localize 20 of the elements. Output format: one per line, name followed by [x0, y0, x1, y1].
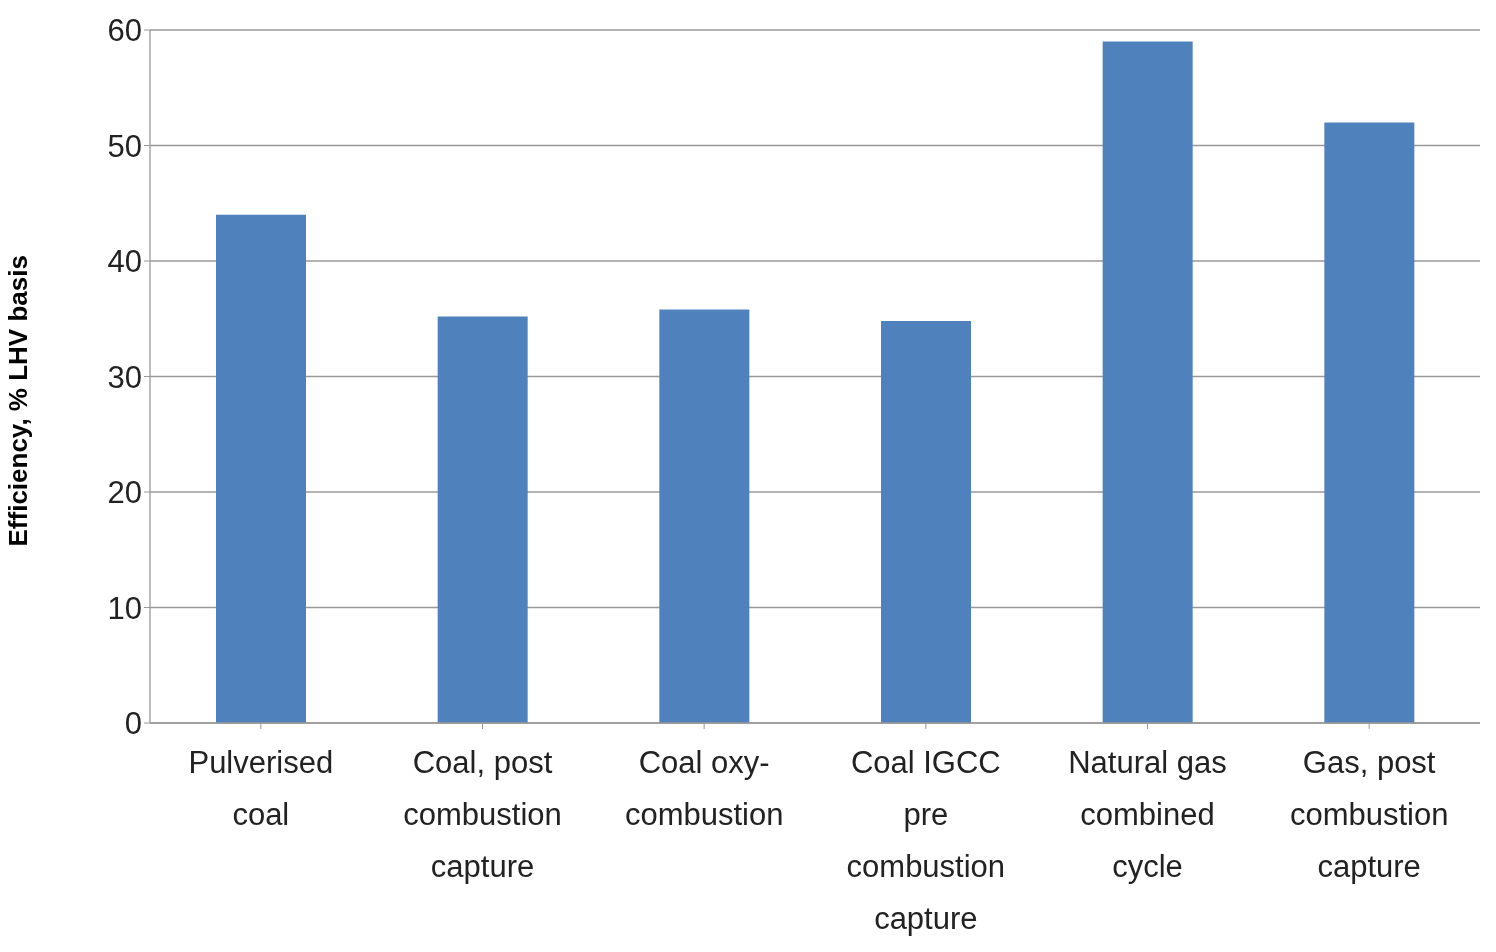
x-tick-label: Pulverised coal — [188, 744, 334, 832]
x-tick-label: Coal IGCC pre combustion capture — [846, 744, 1006, 937]
bar — [881, 321, 971, 723]
bar — [437, 316, 528, 723]
y-axis-title: Efficiency, % LHV basis — [3, 255, 34, 547]
bar — [216, 214, 306, 723]
x-tick-label: Natural gas combined cycle — [1068, 744, 1227, 885]
x-tick-label: Coal oxy-combustion — [624, 744, 784, 832]
y-tick-label: 50 — [107, 128, 142, 164]
y-tick-label: 20 — [107, 475, 142, 511]
y-tick-label: 30 — [107, 359, 142, 395]
bar — [659, 309, 750, 723]
bar — [1324, 122, 1415, 723]
x-tick-label: Gas, post combustion capture — [1289, 744, 1449, 885]
y-tick-label: 10 — [107, 590, 142, 626]
y-tick-label: 0 — [124, 706, 142, 742]
y-tick-label: 40 — [107, 244, 142, 280]
x-tick-label: Coal, post combustion capture — [403, 744, 562, 885]
y-tick-label: 60 — [107, 13, 142, 49]
bar — [1102, 41, 1193, 723]
